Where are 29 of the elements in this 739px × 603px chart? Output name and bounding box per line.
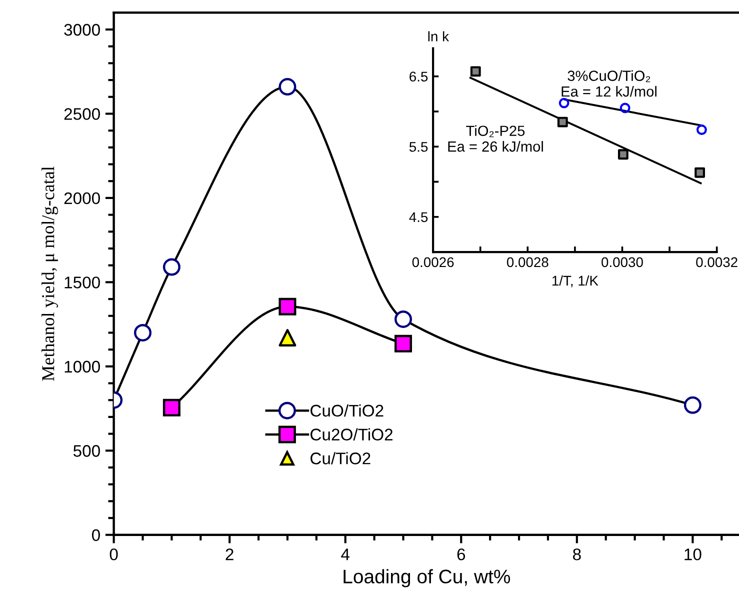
y-axis-title: ln k: [428, 31, 450, 42]
y-tick-label: 0: [92, 529, 100, 542]
x-tick-label: 8: [573, 548, 581, 560]
x-tick-label: 2: [226, 548, 234, 560]
y-tick-label: 2500: [64, 108, 100, 120]
y-tick-label: 4.5: [409, 212, 428, 222]
legend-label: Cu2O/TiO2: [310, 428, 393, 440]
x-axis-title: Loading of Cu, wt%: [344, 569, 510, 588]
legend-label: CuO/TiO2: [310, 404, 384, 417]
y-tick-label: 5.5: [409, 142, 428, 152]
y-tick-label: 1000: [64, 360, 100, 373]
legend-label: Cu/TiO2: [310, 452, 370, 464]
y-tick-label: 1500: [64, 276, 100, 288]
x-tick-label: 6: [457, 548, 466, 560]
x-tick-label: 4: [341, 548, 350, 560]
x-axis-title: 1/T, 1/K: [552, 275, 598, 288]
y-tick-label: 2000: [64, 192, 100, 204]
x-tick-label: 0.0032: [696, 257, 738, 268]
y-tick-label: 500: [73, 445, 100, 457]
x-tick-label: 0.0026: [412, 257, 454, 268]
x-tick-label: 0: [110, 548, 118, 560]
annotation: 3%CuO/TiO₂ Ea = 12 kJ/mol: [562, 70, 656, 97]
x-tick-label: 10: [684, 548, 702, 560]
y-axis-title: Methanol yield, μ mol/g-catal: [42, 166, 58, 381]
y-tick-label: 6.5: [410, 72, 428, 82]
y-tick-label: 3000: [64, 24, 100, 36]
annotation: TiO₂-P25 Ea = 26 kJ/mol: [448, 125, 543, 152]
x-tick-label: 0.0030: [602, 257, 643, 268]
x-tick-label: 0.0028: [506, 257, 548, 268]
